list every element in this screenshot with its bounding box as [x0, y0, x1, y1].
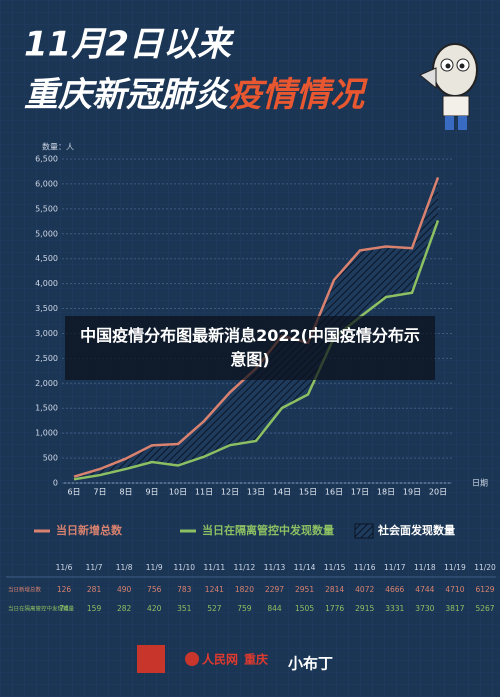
y-tick-label: 4,500 — [35, 254, 58, 263]
table-cell: 490 — [117, 585, 132, 594]
x-tick-label: 8日 — [119, 488, 132, 497]
table-cell: 4710 — [445, 585, 464, 594]
table-header: 11/14 — [294, 563, 316, 572]
x-tick-label: 20日 — [429, 488, 447, 497]
table-header: 11/17 — [384, 563, 406, 572]
title-red: 疫情情况 — [228, 75, 368, 115]
y-tick-label: 2,000 — [35, 379, 58, 388]
table-header: 11/9 — [146, 563, 163, 572]
y-tick-label: 2,500 — [35, 354, 58, 363]
table-header: 11/11 — [204, 563, 226, 572]
legend-label: 社会面发现数量 — [377, 523, 455, 537]
table-cell: 527 — [207, 604, 222, 613]
table-header: 11/12 — [234, 563, 256, 572]
table-header: 11/16 — [354, 563, 376, 572]
table-cell: 351 — [177, 604, 192, 613]
table-cell: 1776 — [325, 604, 344, 613]
y-tick-label: 0 — [53, 479, 58, 488]
table-cell: 3331 — [385, 604, 404, 613]
table-cell: 4072 — [355, 585, 374, 594]
x-tick-label: 9日 — [145, 488, 158, 497]
table-header: 11/15 — [324, 563, 346, 572]
y-tick-label: 4,000 — [35, 279, 58, 288]
mascot — [419, 43, 478, 130]
table-cell: 4744 — [415, 585, 434, 594]
x-tick-label: 11日 — [195, 488, 213, 497]
footer-text: 人民网 — [202, 652, 238, 667]
table-header: 11/6 — [56, 563, 73, 572]
y-axis-label: 数量：人 — [42, 142, 74, 152]
table-cell: 1241 — [205, 585, 224, 594]
table-cell: 3817 — [445, 604, 464, 613]
table-cell: 74 — [59, 604, 69, 613]
band-area — [74, 177, 438, 480]
table-row-label: 当日新增总数 — [8, 586, 42, 594]
table-header: 11/20 — [474, 563, 496, 572]
table-header: 11/19 — [444, 563, 466, 572]
table-cell: 4666 — [385, 585, 404, 594]
x-tick-label: 16日 — [325, 488, 343, 497]
y-tick-label: 6,500 — [35, 155, 58, 164]
table-cell: 2297 — [265, 585, 284, 594]
title-line1: 11月2日以来 — [24, 25, 235, 65]
footer-text: 小布丁 — [288, 655, 333, 673]
x-tick-label: 14日 — [273, 488, 291, 497]
x-tick-label: 6日 — [67, 488, 80, 497]
x-tick-label: 12日 — [221, 488, 239, 497]
table-header: 11/8 — [116, 563, 133, 572]
legend-label: 当日在隔离管控中发现数量 — [202, 523, 334, 537]
table-cell: 126 — [57, 585, 72, 594]
title-white: 重庆新冠肺炎 — [24, 75, 231, 115]
x-tick-label: 7日 — [93, 488, 106, 497]
y-tick-label: 3,500 — [35, 304, 58, 313]
table-cell: 5267 — [475, 604, 494, 613]
table-cell: 1820 — [235, 585, 254, 594]
x-tick-label: 19日 — [403, 488, 421, 497]
table-cell: 6129 — [475, 585, 494, 594]
y-tick-label: 5,500 — [35, 204, 58, 213]
x-tick-label: 18日 — [377, 488, 395, 497]
legend-swatch — [354, 523, 374, 539]
x-tick-label: 10日 — [169, 488, 187, 497]
table-row-label: 当日在隔离管控中发现数量 — [8, 605, 75, 613]
table-cell: 844 — [267, 604, 282, 613]
table-cell: 3730 — [415, 604, 434, 613]
x-tick-label: 17日 — [351, 488, 369, 497]
table-cell: 159 — [87, 604, 102, 613]
y-tick-label: 5,000 — [35, 229, 58, 238]
table-cell: 282 — [117, 604, 132, 613]
table-cell: 783 — [177, 585, 192, 594]
x-tick-label: 13日 — [247, 488, 265, 497]
y-tick-label: 1,000 — [35, 429, 58, 438]
table-cell: 1505 — [295, 604, 314, 613]
footer-text: 重庆 — [244, 652, 268, 667]
table-header: 11/10 — [173, 563, 195, 572]
legend-label: 当日新增总数 — [56, 523, 123, 537]
table-header: 11/18 — [414, 563, 436, 572]
y-tick-label: 6,000 — [35, 179, 58, 188]
y-tick-label: 3,000 — [35, 329, 58, 338]
table-cell: 2915 — [355, 604, 374, 613]
table-cell: 281 — [87, 585, 102, 594]
table-cell: 2951 — [295, 585, 314, 594]
y-tick-label: 500 — [43, 454, 58, 463]
series-line — [73, 220, 440, 481]
x-axis-label: 日期 — [472, 479, 488, 488]
y-tick-label: 1,500 — [35, 404, 58, 413]
overlay-banner: 中国疫情分布图最新消息2022(中国疫情分布示意图) — [65, 316, 435, 380]
footer-logo — [185, 652, 199, 666]
title-line2: 重庆新冠肺炎疫情情况 — [24, 75, 368, 115]
footer-logo — [137, 645, 165, 673]
table-header: 11/7 — [86, 563, 103, 572]
table-cell: 759 — [237, 604, 252, 613]
table-cell: 756 — [147, 585, 162, 594]
x-tick-label: 15日 — [299, 488, 317, 497]
table-cell: 420 — [147, 604, 162, 613]
table-header: 11/13 — [264, 563, 286, 572]
table-cell: 2814 — [325, 585, 344, 594]
